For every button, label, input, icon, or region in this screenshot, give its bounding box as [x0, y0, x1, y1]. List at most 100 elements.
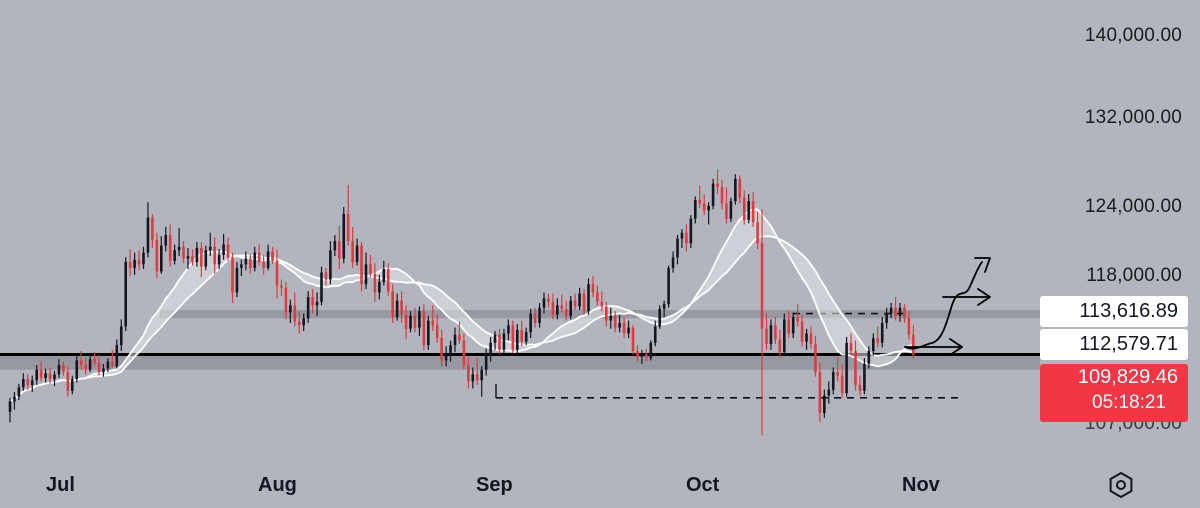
candle: [765, 313, 768, 350]
candle: [467, 356, 470, 389]
candle-body: [685, 232, 688, 244]
candle-body: [596, 292, 599, 302]
candle-body: [720, 187, 724, 204]
candle: [564, 300, 568, 321]
candle: [329, 240, 332, 285]
candle: [217, 249, 221, 270]
candle: [364, 252, 368, 289]
candle: [88, 354, 92, 373]
candle-body: [422, 311, 426, 346]
candle: [894, 297, 897, 321]
candle: [71, 375, 74, 395]
candle-body: [427, 320, 430, 346]
candle-body: [533, 313, 537, 323]
candle: [222, 233, 225, 260]
candle: [249, 253, 252, 274]
candle: [791, 312, 795, 339]
candle-body: [698, 199, 702, 204]
candle: [142, 246, 145, 270]
candle: [360, 242, 363, 292]
projection-arrowhead-mid: [977, 288, 991, 306]
candle: [191, 249, 194, 266]
candle-body: [707, 205, 710, 211]
candle: [827, 381, 831, 404]
candle: [351, 226, 354, 268]
candle-body: [742, 197, 746, 220]
candle-body: [306, 297, 310, 319]
last-price-value: 109,829.46: [1077, 366, 1178, 388]
candle-body: [471, 374, 475, 382]
candle: [409, 311, 412, 333]
candle-body: [373, 273, 377, 293]
candle: [266, 244, 270, 271]
candle: [186, 247, 190, 270]
candle: [111, 349, 114, 368]
candle-body: [516, 329, 519, 350]
candle: [280, 279, 283, 296]
candle: [774, 317, 777, 344]
candle-body: [458, 334, 461, 341]
candle: [889, 303, 893, 319]
candle: [155, 232, 159, 279]
candle-body: [734, 178, 737, 202]
candle-body: [297, 321, 301, 326]
candle: [578, 287, 581, 311]
candle-body: [903, 307, 906, 319]
candle-body: [800, 321, 804, 342]
candle-body: [711, 183, 715, 206]
candle-body: [22, 379, 25, 388]
candle-body: [160, 245, 163, 272]
candle: [30, 375, 34, 392]
candle-body: [613, 315, 617, 328]
candle-body: [872, 338, 875, 352]
candle-body: [898, 307, 902, 316]
candle-body: [200, 247, 203, 267]
candle-body: [849, 342, 853, 352]
candle: [378, 274, 381, 300]
candle-body: [840, 375, 844, 394]
candle-body: [716, 183, 719, 188]
candle-body: [449, 345, 452, 354]
candle: [44, 368, 47, 383]
candle-body: [240, 264, 243, 268]
candle: [840, 363, 844, 398]
candle: [800, 314, 804, 347]
candle: [302, 313, 305, 332]
candle: [729, 197, 733, 223]
candle-body: [484, 355, 488, 370]
candle-body: [391, 291, 394, 318]
candle: [297, 311, 301, 334]
candle: [93, 352, 96, 367]
candle: [151, 214, 154, 248]
candle: [809, 326, 813, 349]
candle-body: [435, 325, 439, 339]
candle-body: [622, 322, 626, 334]
candle: [84, 356, 87, 375]
candle-body: [271, 251, 274, 261]
candle: [391, 284, 394, 323]
candle: [177, 228, 181, 257]
candle-body: [329, 250, 332, 280]
candle: [613, 311, 617, 333]
chart-settings-button[interactable]: [1106, 470, 1136, 500]
candle-body: [489, 342, 492, 356]
candle: [742, 190, 746, 225]
bar-countdown: 05:18:21: [1092, 392, 1166, 413]
candle-body: [818, 372, 822, 414]
candlestick-plot[interactable]: [0, 0, 1040, 508]
candle-body: [155, 239, 159, 272]
candle-body: [440, 338, 443, 361]
candle: [484, 348, 488, 376]
candle: [538, 303, 541, 328]
candle-body: [39, 369, 43, 378]
candle-body: [97, 362, 101, 373]
candle: [831, 367, 835, 395]
candle-body: [173, 250, 176, 261]
candle-body: [351, 240, 354, 263]
candle: [106, 358, 110, 373]
candle: [511, 320, 515, 354]
candle-body: [894, 307, 897, 316]
candle-body: [106, 361, 110, 369]
hexagon-settings-icon: [1109, 471, 1133, 499]
